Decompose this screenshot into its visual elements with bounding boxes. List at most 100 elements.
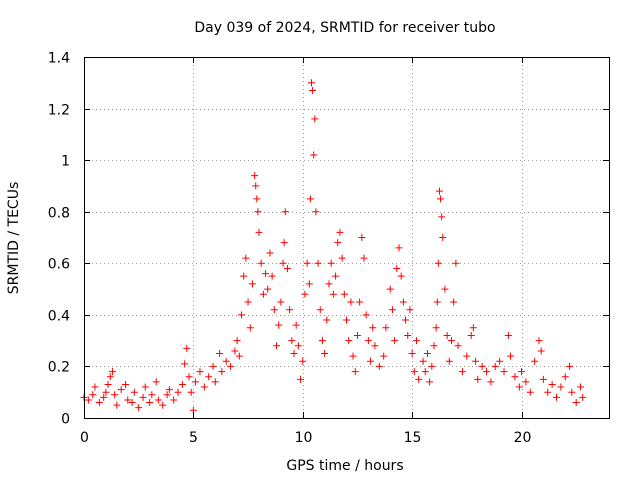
data-point <box>270 306 278 314</box>
y-axis-title: SRMTID / TECUs <box>6 182 22 295</box>
data-point <box>450 298 458 306</box>
data-point <box>312 208 320 216</box>
data-point <box>537 347 545 355</box>
data-point <box>238 311 245 319</box>
data-point <box>526 388 534 396</box>
y-tick-label: 0.4 <box>48 309 70 325</box>
data-point <box>106 373 114 381</box>
data-point <box>124 396 132 404</box>
data-point <box>548 380 556 388</box>
data-point <box>301 290 309 298</box>
data-point <box>218 368 226 376</box>
data-point <box>152 378 160 386</box>
data-point <box>174 388 182 396</box>
data-point <box>500 368 508 376</box>
data-point <box>577 383 585 391</box>
data-point <box>437 195 445 203</box>
data-point <box>454 342 462 350</box>
data-point <box>286 306 294 314</box>
data-point <box>321 350 329 358</box>
data-point <box>382 324 390 332</box>
data-point <box>393 264 401 272</box>
data-point <box>314 259 322 267</box>
data-point <box>340 290 348 298</box>
data-point <box>309 87 317 95</box>
data-point <box>557 383 565 391</box>
data-point <box>463 352 471 360</box>
data-point <box>159 401 167 409</box>
data-point <box>259 290 267 298</box>
data-point <box>332 272 340 280</box>
data-point <box>395 244 403 252</box>
data-point <box>310 151 318 159</box>
data-point <box>154 396 162 404</box>
data-point <box>104 380 112 388</box>
data-point <box>426 378 434 386</box>
data-point <box>491 362 499 370</box>
data-point <box>279 259 287 267</box>
x-tick-label: 0 <box>80 430 89 446</box>
data-point <box>433 298 441 306</box>
x-tick-label: 10 <box>295 430 313 446</box>
data-point <box>358 234 366 241</box>
data-point <box>336 228 344 236</box>
data-point <box>515 383 523 391</box>
data-point <box>257 259 265 267</box>
data-points <box>80 79 587 414</box>
data-point <box>246 324 254 332</box>
data-point <box>251 172 259 180</box>
data-point <box>362 311 370 319</box>
data-point <box>122 380 130 388</box>
data-point <box>227 362 235 370</box>
data-point <box>254 208 262 216</box>
data-point <box>430 342 438 350</box>
data-point <box>487 378 495 386</box>
data-point <box>448 337 455 345</box>
data-point <box>329 290 337 298</box>
data-point <box>360 254 368 262</box>
data-point <box>211 378 219 386</box>
data-point <box>579 393 587 401</box>
data-point <box>89 391 97 399</box>
data-point <box>522 378 530 386</box>
data-point <box>388 306 396 314</box>
data-point <box>441 285 449 293</box>
data-point <box>327 259 335 267</box>
data-point <box>445 357 453 365</box>
data-point <box>255 228 263 236</box>
data-point <box>566 362 574 370</box>
data-point <box>421 368 429 376</box>
x-tick-label: 5 <box>189 430 198 446</box>
data-point <box>294 342 302 350</box>
data-point <box>102 388 110 396</box>
data-point <box>428 362 436 370</box>
tick-labels: 0 5 10 15 20 0 0.2 0.4 0.6 0.8 1 1.2 1.4 <box>48 51 532 447</box>
data-point <box>438 213 446 221</box>
data-point <box>170 396 178 404</box>
data-point <box>531 357 539 365</box>
data-point <box>178 380 186 388</box>
data-point <box>443 331 451 339</box>
data-point <box>364 337 372 345</box>
data-point <box>277 298 285 306</box>
data-point <box>544 388 552 396</box>
data-point <box>535 337 543 345</box>
data-point <box>252 182 260 190</box>
data-point <box>452 259 460 267</box>
data-point <box>292 321 300 329</box>
data-point <box>130 388 138 396</box>
data-point <box>268 272 276 280</box>
x-tick-label: 20 <box>514 430 532 446</box>
data-point <box>290 350 298 358</box>
data-point <box>209 362 217 370</box>
data-point <box>572 399 580 407</box>
data-point <box>345 337 353 345</box>
data-point <box>539 375 547 383</box>
data-point <box>280 239 288 247</box>
data-point <box>288 337 296 345</box>
data-point <box>458 368 466 376</box>
data-point <box>111 391 119 399</box>
data-point <box>183 344 191 352</box>
data-point <box>262 270 270 278</box>
